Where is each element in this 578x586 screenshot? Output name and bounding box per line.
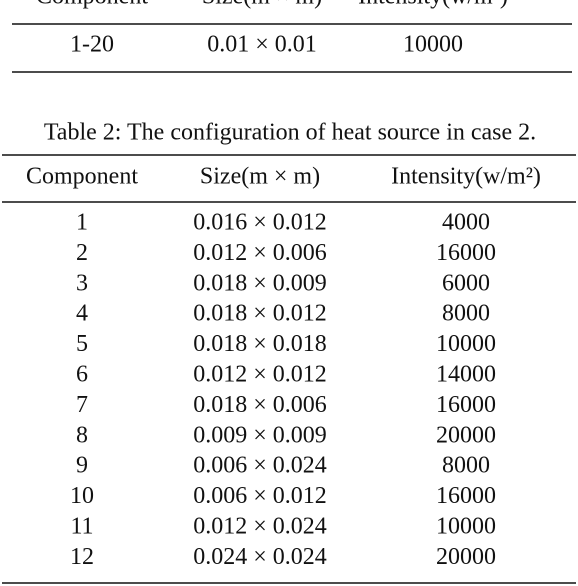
table-cell: 16000 bbox=[436, 392, 496, 418]
table-cell: 16000 bbox=[436, 483, 496, 509]
table-cell: 4000 bbox=[442, 210, 490, 236]
table-cell: 0.012 × 0.006 bbox=[193, 240, 327, 266]
table-cell: 0.01 × 0.01 bbox=[207, 32, 317, 58]
table-cell: 11 bbox=[70, 514, 93, 540]
table-cell: 8000 bbox=[442, 453, 490, 479]
table-cell: 0.009 × 0.009 bbox=[193, 422, 327, 448]
table-cell: 0.018 × 0.012 bbox=[193, 301, 327, 327]
table-cell: 0.018 × 0.018 bbox=[193, 331, 327, 357]
header-cell: Size(m × m) bbox=[202, 0, 322, 10]
table-caption: Table 2: The configuration of heat sourc… bbox=[44, 120, 536, 146]
table-cell: 0.006 × 0.024 bbox=[193, 453, 327, 479]
table-cell: 8000 bbox=[442, 301, 490, 327]
table-cell: 0.006 × 0.012 bbox=[193, 483, 327, 509]
table-cell: 3 bbox=[76, 270, 88, 296]
table-cell: 10000 bbox=[403, 32, 463, 58]
table-cell: 4 bbox=[76, 301, 88, 327]
table-cell: 10000 bbox=[436, 514, 496, 540]
header-cell: Intensity(w/m²) bbox=[358, 0, 508, 10]
table-cell: 6000 bbox=[442, 270, 490, 296]
table-cell: 0.012 × 0.024 bbox=[193, 514, 327, 540]
table-cell: 16000 bbox=[436, 240, 496, 266]
table-cell: 7 bbox=[76, 392, 88, 418]
header-cell: Component bbox=[36, 0, 148, 10]
table-cell: 10 bbox=[70, 483, 94, 509]
table-cell: 0.016 × 0.012 bbox=[193, 210, 327, 236]
table-cell: 12 bbox=[70, 544, 94, 570]
table-cell: 0.012 × 0.012 bbox=[193, 362, 327, 388]
table-cell: 1-20 bbox=[70, 32, 114, 58]
table-cell: 0.024 × 0.024 bbox=[193, 544, 327, 570]
table-cell: 0.018 × 0.006 bbox=[193, 392, 327, 418]
table-cell: 20000 bbox=[436, 544, 496, 570]
header-cell: Intensity(w/m²) bbox=[391, 164, 541, 190]
table-cell: 6 bbox=[76, 362, 88, 388]
table-cell: 14000 bbox=[436, 362, 496, 388]
table-cell: 1 bbox=[76, 210, 88, 236]
table-cell: 5 bbox=[76, 331, 88, 357]
table-cell: 10000 bbox=[436, 331, 496, 357]
header-cell: Component bbox=[26, 164, 138, 190]
table-cell: 0.018 × 0.009 bbox=[193, 270, 327, 296]
table-cell: 2 bbox=[76, 240, 88, 266]
table-cell: 8 bbox=[76, 422, 88, 448]
table-cell: 9 bbox=[76, 453, 88, 479]
header-cell: Size(m × m) bbox=[200, 164, 320, 190]
table-cell: 20000 bbox=[436, 422, 496, 448]
